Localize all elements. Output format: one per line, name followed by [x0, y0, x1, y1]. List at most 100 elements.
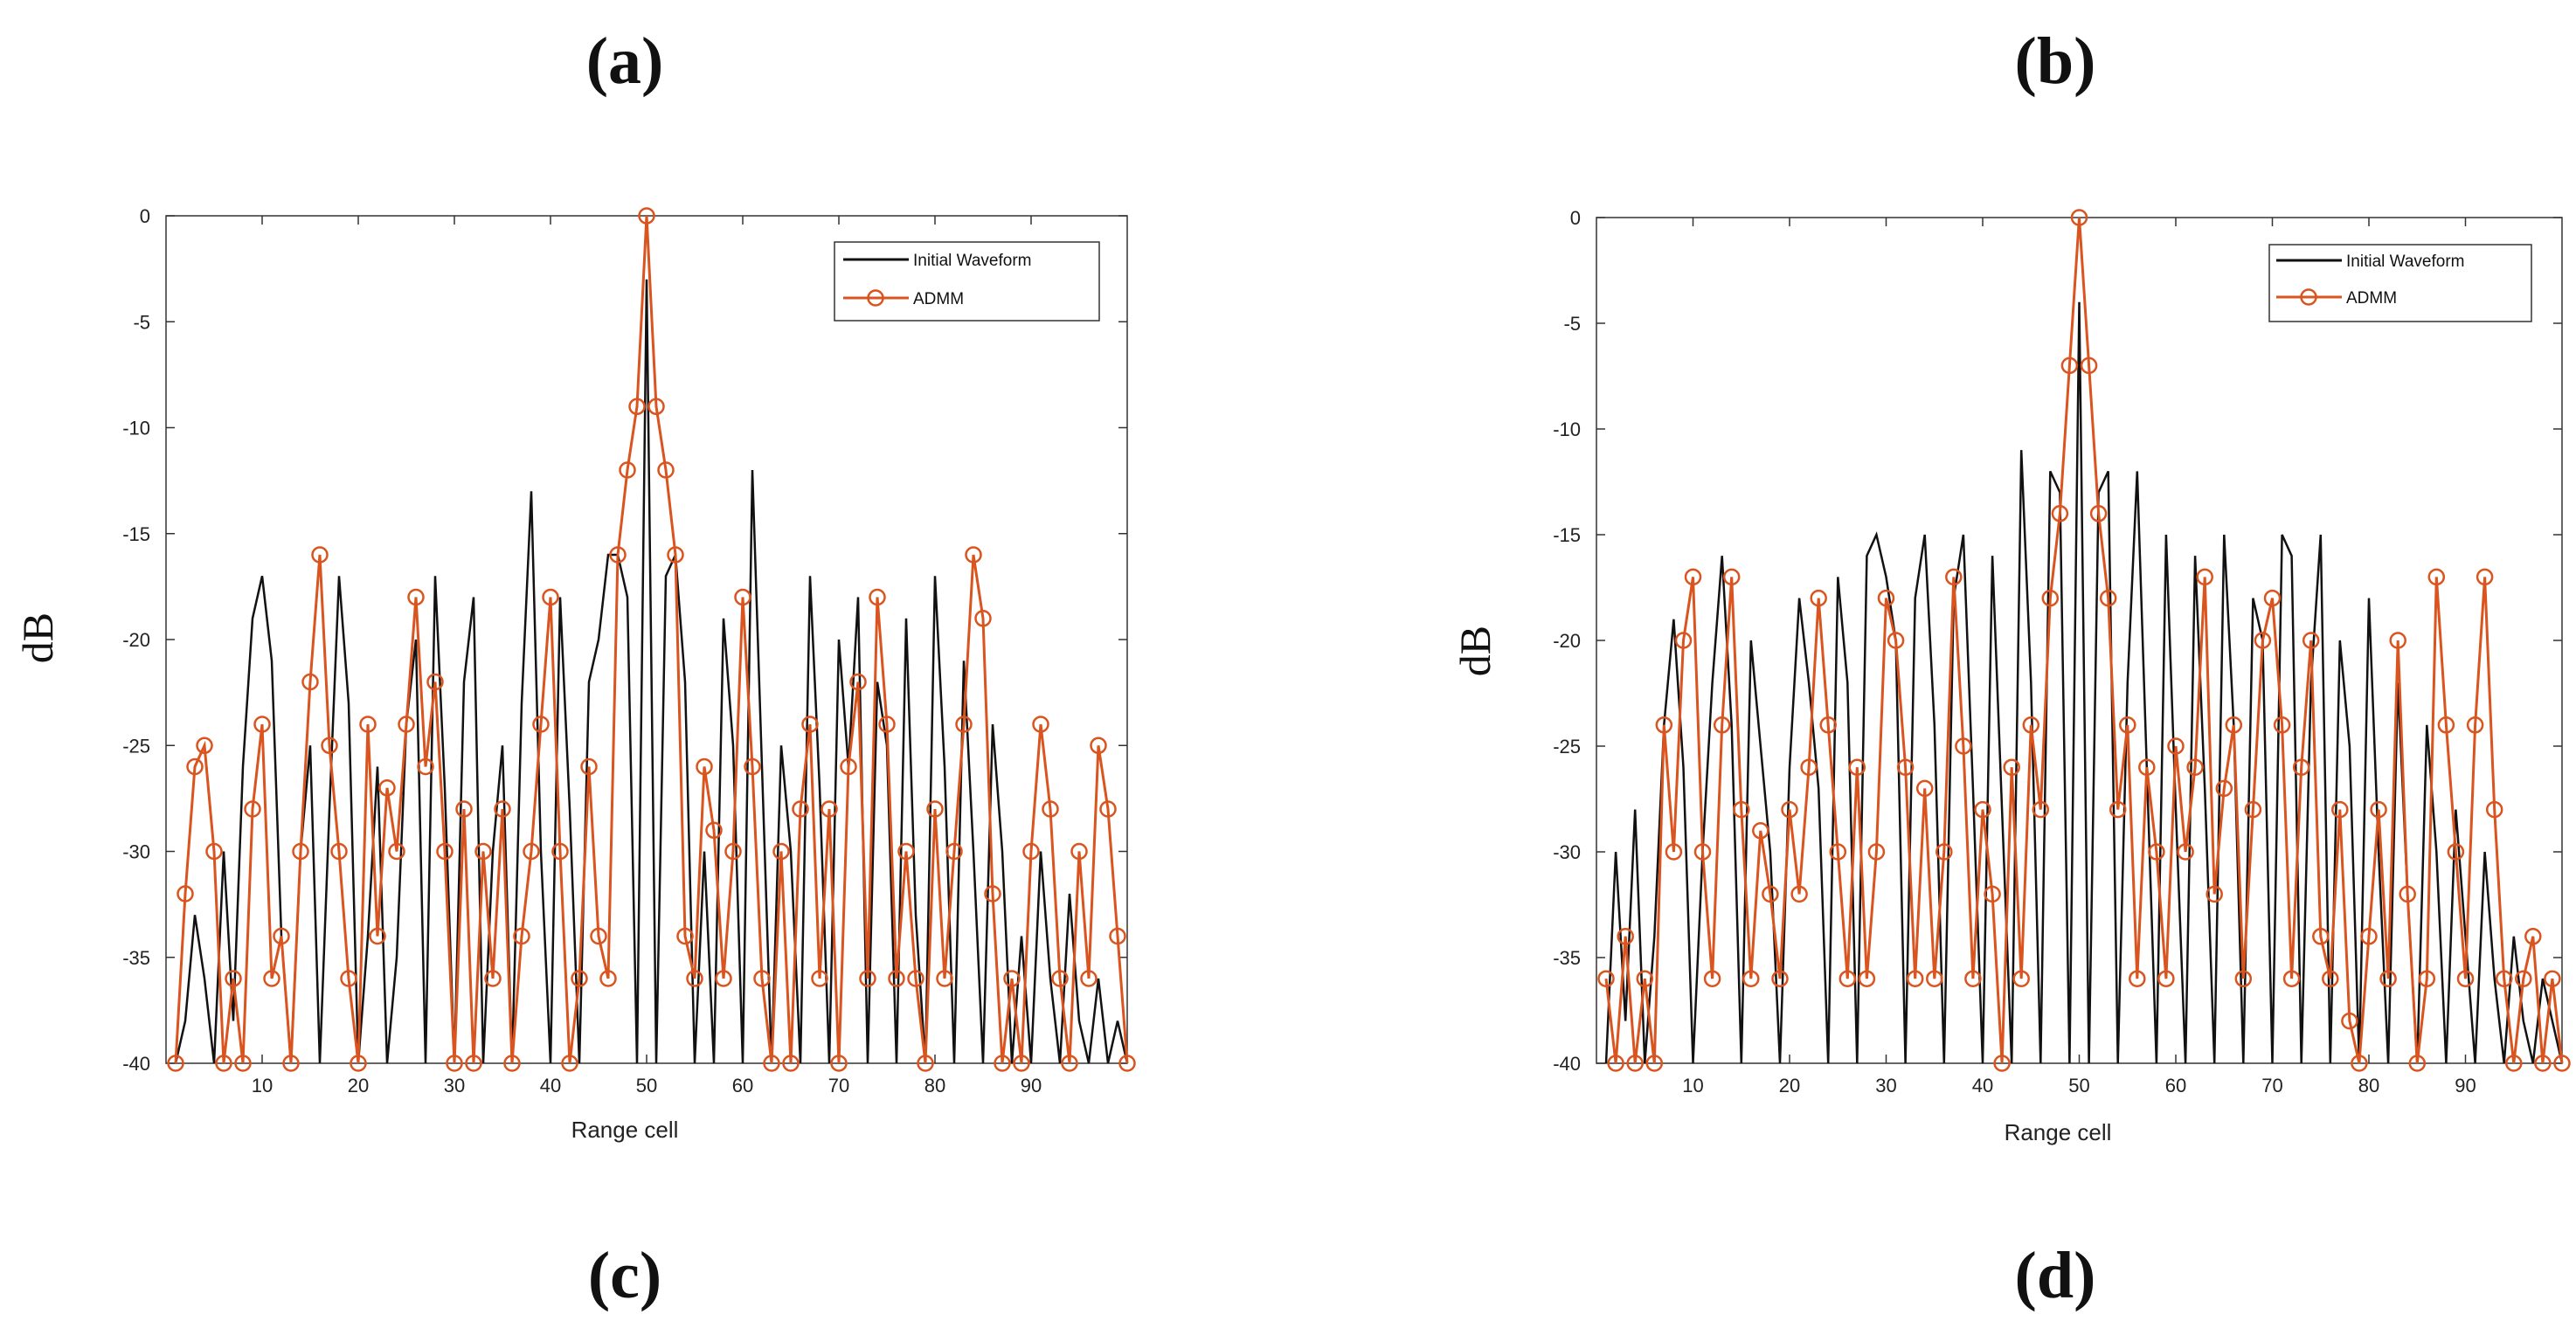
admm-point [388, 842, 405, 861]
admm-point [2370, 800, 2387, 819]
admm-point [936, 970, 953, 987]
admm-point [2437, 716, 2455, 734]
admm-point [580, 757, 598, 776]
admm-point [205, 842, 223, 861]
admm-point [2177, 843, 2194, 861]
admm-point [513, 927, 530, 945]
admm-point [2157, 970, 2175, 987]
x-tick-label: 10 [1682, 1075, 1703, 1096]
admm-point [869, 588, 886, 606]
x-tick-label: 60 [732, 1075, 753, 1096]
admm-point [523, 842, 540, 861]
admm-point [2524, 928, 2542, 945]
admm-point [1032, 716, 1049, 733]
admm-point [2196, 568, 2213, 586]
y-tick-label: -35 [1553, 947, 1581, 969]
admm-point [1887, 632, 1905, 649]
admm-point [2080, 356, 2098, 375]
admm-point [2225, 716, 2243, 734]
admm-point [2254, 632, 2272, 649]
legend-marker-admm [2300, 288, 2317, 306]
admm-point [1974, 800, 1991, 819]
admm-point [2447, 843, 2465, 861]
admm-point [1771, 970, 1789, 987]
admm-point [1926, 970, 1943, 987]
admm-point [2553, 1055, 2571, 1072]
y-tick-label: -15 [122, 523, 150, 545]
admm-point [2041, 589, 2060, 607]
y-tick-label: -40 [1553, 1053, 1581, 1075]
admm-point [1829, 843, 1847, 861]
admm-point [1762, 885, 1779, 903]
admm-point [1597, 970, 1615, 987]
x-tick-label: 40 [1972, 1075, 1993, 1096]
admm-point [878, 716, 896, 733]
admm-point [2302, 632, 2320, 649]
admm-point [1935, 843, 1953, 861]
admm-point [1674, 632, 1693, 649]
admm-point [2427, 568, 2446, 586]
admm-point [724, 842, 742, 861]
admm-point [2456, 970, 2475, 987]
x-tick-label: 90 [2455, 1075, 2476, 1096]
chart-right: dB Range cell 10 20 30 40 50 60 70 80 90 0 -5 -10 -1… [1451, 207, 2571, 1145]
admm-point [263, 970, 280, 987]
plot-area: 10 20 30 40 50 60 70 80 90 0 -5 -10 -15 -20 -25 -30 -35 -… [1553, 207, 2571, 1096]
admm-point [2418, 970, 2436, 987]
admm-point [167, 1055, 184, 1072]
admm-point [1693, 843, 1712, 861]
panel-label-a: (a) [586, 24, 664, 98]
y-tick-label: 0 [1570, 207, 1581, 229]
admm-point [2312, 928, 2330, 945]
admm-point [1819, 716, 1837, 734]
admm-point [1655, 716, 1673, 734]
admm-point [667, 546, 684, 564]
admm-point [782, 1055, 800, 1072]
admm-point [715, 970, 732, 987]
admm-point [744, 757, 761, 776]
admm-point [2089, 505, 2108, 522]
admm-point [330, 842, 348, 861]
legend-box [2268, 244, 2532, 322]
admm-point [599, 970, 617, 987]
admm-point [965, 546, 982, 564]
admm-point [1752, 822, 1769, 840]
admm-point [2244, 800, 2262, 819]
admm-point [2012, 970, 2030, 987]
admm-point [455, 800, 473, 818]
admm-point [2292, 758, 2310, 776]
admm-point [1984, 885, 2001, 903]
admm-point [2515, 970, 2532, 987]
admm-point [2051, 505, 2069, 522]
admm-point [196, 737, 213, 755]
admm-point [186, 757, 204, 776]
y-tick-label: -10 [1553, 418, 1581, 440]
y-tick-label: -30 [122, 841, 150, 863]
x-tick-label: 40 [540, 1075, 561, 1096]
admm-point [1617, 928, 1634, 945]
admm-point [2003, 758, 2020, 776]
admm-point [2408, 1055, 2427, 1072]
admm-point [1810, 589, 1827, 607]
admm-point [551, 842, 569, 861]
admm-point [253, 716, 271, 733]
admm-point [1839, 970, 1857, 987]
admm-point [2331, 800, 2349, 819]
admm-point [1848, 758, 1866, 776]
admm-point [1781, 800, 1798, 819]
admm-point [1703, 970, 1721, 987]
admm-point [2215, 779, 2233, 798]
x-tick-label: 60 [2165, 1075, 2186, 1096]
admm-point [1003, 970, 1021, 987]
admm-point [2505, 1055, 2523, 1072]
x-axis-title: Range cell [571, 1117, 679, 1143]
admm-point [2544, 970, 2561, 987]
admm-point [282, 1055, 300, 1072]
admm-point [994, 1055, 1011, 1072]
y-tick-label: -35 [122, 947, 150, 969]
admm-point [734, 588, 751, 606]
admm-point [1645, 1055, 1664, 1072]
admm-point [1790, 885, 1808, 903]
